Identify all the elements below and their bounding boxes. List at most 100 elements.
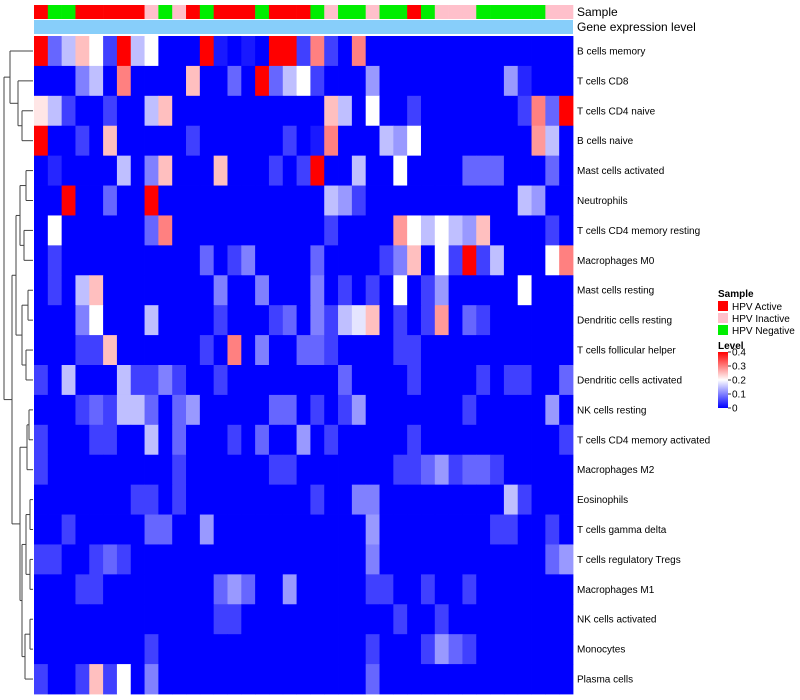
heatmap-cell <box>89 95 104 127</box>
row-label: Mast cells resting <box>577 286 654 297</box>
heatmap-cell <box>434 95 450 127</box>
heatmap-cell <box>434 574 450 605</box>
sample-annotation-cell <box>241 5 256 19</box>
heatmap-cell <box>476 365 491 396</box>
heatmap-cell <box>379 484 394 515</box>
heatmap-cell <box>559 125 574 157</box>
heatmap-cell <box>462 95 477 127</box>
heatmap-cell <box>351 155 367 186</box>
heatmap-cell <box>89 36 104 67</box>
heatmap-cell <box>103 544 118 575</box>
heatmap-cell <box>158 185 173 216</box>
heatmap-cell <box>144 454 159 486</box>
heatmap-cell <box>448 604 463 635</box>
heatmap-cell <box>531 125 546 157</box>
sample-annotation-cell <box>61 5 76 19</box>
heatmap-cell <box>420 604 436 635</box>
heatmap-cell <box>462 305 477 336</box>
heatmap-cell <box>324 275 339 306</box>
heatmap-cell <box>130 275 145 306</box>
heatmap-cell <box>420 394 436 426</box>
heatmap-cell <box>517 215 532 246</box>
heatmap-cell <box>130 335 145 366</box>
heatmap-cell <box>130 125 145 157</box>
heatmap-cell <box>116 394 132 426</box>
heatmap-cell <box>476 36 491 67</box>
heatmap-cell <box>476 514 491 545</box>
heatmap-cell <box>517 185 532 216</box>
heatmap-cell <box>186 484 201 515</box>
heatmap-cell <box>559 664 574 695</box>
heatmap-cell <box>490 185 505 216</box>
row-label: NK cells activated <box>577 615 656 626</box>
heatmap-cell <box>338 305 353 336</box>
legend-level-title: Level <box>718 341 744 352</box>
heatmap-cell <box>365 574 380 605</box>
heatmap-cell <box>103 574 118 605</box>
heatmap-cell <box>241 305 256 336</box>
heatmap-cell <box>448 454 463 486</box>
sample-annotation-cell <box>503 5 519 19</box>
heatmap-cell <box>462 574 477 605</box>
heatmap-cell <box>324 544 339 575</box>
heatmap-cell <box>517 335 532 366</box>
heatmap-cell <box>448 365 463 396</box>
heatmap-cell <box>462 125 477 157</box>
heatmap-cell <box>241 245 256 276</box>
heatmap-cell <box>268 604 284 635</box>
heatmap-cell <box>241 95 256 127</box>
heatmap-cell <box>89 365 104 396</box>
heatmap-cell <box>61 664 76 695</box>
heatmap-cell <box>324 424 339 456</box>
heatmap-cell <box>116 514 132 545</box>
heatmap-cell <box>47 185 63 216</box>
heatmap-cell <box>517 514 532 545</box>
heatmap-cell <box>268 155 284 186</box>
heatmap-cell <box>545 514 560 545</box>
heatmap-cell <box>296 185 311 216</box>
heatmap-cell <box>448 245 463 276</box>
row-label: B cells naive <box>577 136 634 147</box>
heatmap-cell <box>75 65 90 97</box>
heatmap-cell <box>75 544 90 575</box>
heatmap-cell <box>199 335 215 366</box>
heatmap-cell <box>130 484 145 515</box>
heatmap-cell <box>420 544 436 575</box>
heatmap-cell <box>503 36 519 67</box>
heatmap-cell <box>61 634 76 665</box>
heatmap-cell <box>434 544 450 575</box>
heatmap-cell <box>407 604 422 635</box>
heatmap-cell <box>213 604 228 635</box>
heatmap-cell <box>545 275 560 306</box>
heatmap-cell <box>407 245 422 276</box>
heatmap-cell <box>490 155 505 186</box>
heatmap-cell <box>559 275 574 306</box>
heatmap-cell <box>559 36 574 67</box>
heatmap-cell <box>476 394 491 426</box>
heatmap-cell <box>255 335 270 366</box>
sample-annotation-cell <box>213 5 228 19</box>
heatmap-cell <box>351 574 367 605</box>
heatmap-cell <box>545 305 560 336</box>
heatmap-cell <box>61 365 76 396</box>
row-dendrogram <box>3 50 33 680</box>
heatmap-cell <box>34 245 49 276</box>
heatmap-cell <box>434 484 450 515</box>
heatmap-cell <box>144 335 159 366</box>
heatmap-cell <box>89 185 104 216</box>
heatmap-cell <box>393 544 408 575</box>
heatmap-cell <box>213 394 228 426</box>
heatmap-cell <box>420 574 436 605</box>
heatmap-cell <box>310 604 325 635</box>
heatmap-cell <box>268 394 284 426</box>
heatmap-cell <box>130 245 145 276</box>
heatmap-cell <box>531 514 546 545</box>
heatmap-cell <box>227 544 242 575</box>
heatmap-cell <box>144 245 159 276</box>
heatmap-cell <box>503 65 519 97</box>
row-label: T cells gamma delta <box>577 525 667 536</box>
heatmap-cell <box>559 155 574 186</box>
heatmap-cell <box>213 36 228 67</box>
heatmap-cell <box>186 634 201 665</box>
heatmap-cell <box>296 544 311 575</box>
